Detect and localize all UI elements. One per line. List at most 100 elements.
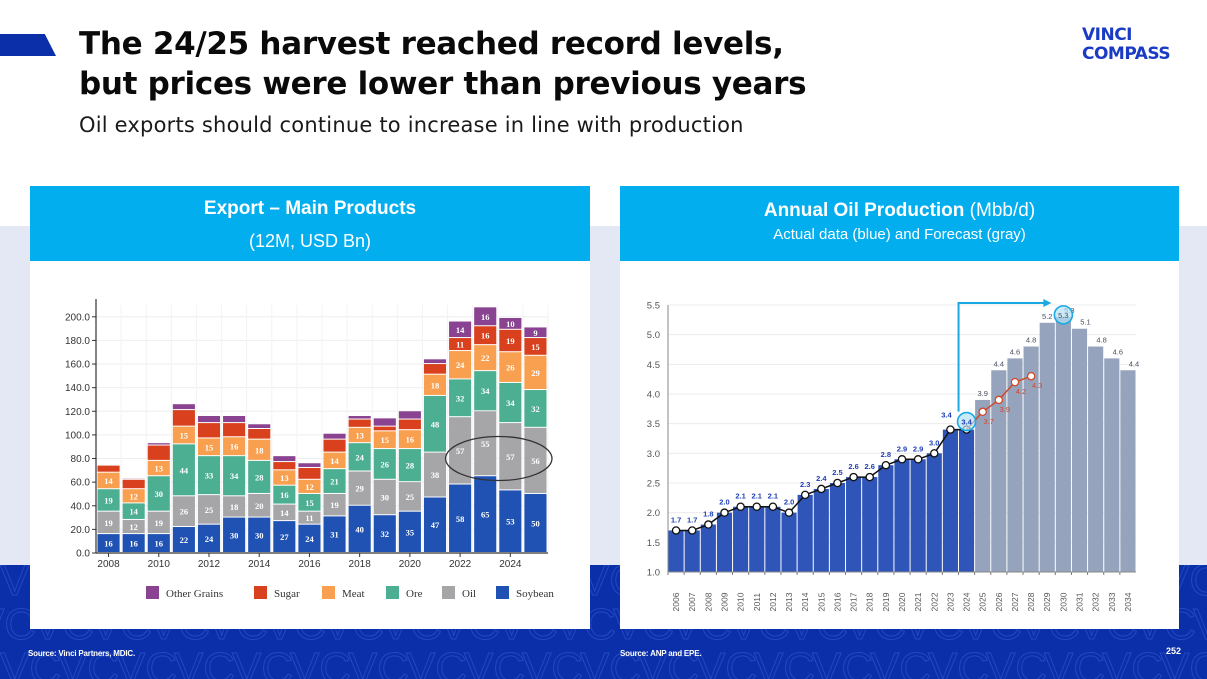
bar-value-label: 15 — [381, 435, 390, 445]
bar-value-label: 30 — [155, 489, 164, 499]
vinci-compass-logo: VINCI COMPASS — [1082, 26, 1171, 64]
actual-bar — [878, 465, 894, 572]
oil-production-panel: 1.0 1.5 2.0 2.5 3.0 3.5 4.0 4.5 5.0 5.5 2006 2007 20… — [620, 261, 1179, 629]
bar-value-label: 28 — [406, 461, 415, 471]
x-tick-label: 2020 — [399, 559, 422, 570]
forecast-bar — [1071, 328, 1088, 572]
actual-value-label: 2.6 — [848, 462, 858, 471]
forecast-value-label: 3.9 — [977, 389, 987, 398]
growth-arrow — [957, 302, 1046, 412]
pattern-glyph: VC — [754, 644, 815, 679]
actual-value-label: 2.0 — [719, 498, 729, 507]
actual-value-label: 2.1 — [735, 492, 745, 501]
y-tick-label: 20.0 — [71, 525, 91, 536]
legend-item: Soybean — [496, 586, 554, 600]
actual-value-label: 2.4 — [816, 474, 827, 483]
y-tick-label: 2.5 — [647, 479, 660, 490]
x-tick-label: 2014 — [248, 559, 271, 570]
bar-value-label: 16 — [230, 442, 239, 452]
bar-value-label: 35 — [406, 527, 415, 537]
bar-segment-oil — [449, 417, 472, 484]
x-tick-label: 2016 — [832, 592, 842, 611]
bar-value-label: 56 — [531, 456, 540, 466]
bar-value-label: 19 — [506, 336, 515, 346]
actual-point — [817, 484, 826, 494]
oil-production-header: Annual Oil Production (Mbb/d) Actual dat… — [620, 186, 1179, 261]
bar-segment-other-grains — [147, 443, 170, 445]
bar-segment-sugar — [147, 445, 170, 460]
x-tick-label: 2008 — [97, 559, 120, 570]
x-tick-label: 2021 — [913, 592, 923, 611]
bar-segment-oil — [423, 452, 447, 497]
y-tick-label: 40.0 — [71, 501, 91, 512]
export-chart-title: Export – Main Products — [203, 198, 417, 219]
actual-bar — [926, 453, 942, 572]
bar-segment-oil — [499, 423, 522, 490]
pattern-glyph: VC — [870, 644, 931, 679]
x-tick-label: 2019 — [881, 592, 891, 611]
bar-value-label: 15 — [531, 342, 540, 352]
previous-forecast-point — [978, 407, 987, 417]
actual-bar — [749, 506, 765, 572]
actual-point — [752, 502, 762, 511]
y-tick-label: 200.0 — [65, 312, 90, 323]
bar-segment-ore — [499, 382, 522, 423]
bar-segment-sugar — [122, 479, 145, 489]
bar-segment-ore — [273, 485, 296, 504]
bar-segment-soybean — [122, 534, 145, 552]
bar-value-label: 29 — [355, 484, 364, 494]
actual-bar — [894, 459, 910, 572]
bar-segment-meat — [373, 431, 396, 449]
legend-swatch — [496, 586, 509, 599]
x-tick-label: 2012 — [768, 592, 778, 611]
bar-segment-ore — [449, 379, 472, 417]
bar-value-label: 28 — [255, 472, 264, 482]
x-tick-label: 2029 — [1042, 592, 1052, 611]
bar-value-label: 18 — [255, 445, 264, 455]
bar-value-label: 34 — [506, 398, 515, 408]
actual-value-label: 2.8 — [881, 450, 891, 459]
actual-point — [865, 472, 874, 482]
bar-segment-meat — [197, 438, 221, 456]
export-chart-header: Export – Main Products (12M, USD Bn) — [30, 186, 590, 261]
actual-bar — [781, 512, 797, 572]
bar-value-label: 15 — [205, 442, 214, 452]
forecast-bar — [1104, 358, 1120, 572]
bar-value-label: 21 — [330, 477, 339, 487]
actual-point — [704, 520, 713, 529]
y-tick-label: 3.5 — [647, 419, 660, 430]
x-tick-label: 2026 — [994, 592, 1004, 611]
x-tick-label: 2028 — [1026, 592, 1036, 611]
bar-value-label: 13 — [355, 430, 364, 440]
x-tick-label: 2014 — [800, 592, 810, 611]
bar-segment-ore — [223, 456, 246, 496]
bar-value-label: 16 — [481, 331, 490, 341]
source-right: Source: ANP and EPE. — [620, 649, 702, 658]
pattern-glyph: VC — [0, 644, 61, 679]
highlight-label-2030: 5.3 — [1058, 311, 1068, 320]
pattern-glyph: VC — [580, 644, 641, 679]
x-tick-label: 2010 — [148, 559, 171, 570]
x-tick-label: 2024 — [499, 559, 522, 570]
forecast-bar — [1039, 322, 1055, 572]
bar-segment-sugar — [348, 419, 371, 427]
actual-point — [720, 508, 729, 517]
bar-segment-oil — [398, 482, 421, 511]
bar-segment-soybean — [273, 521, 296, 552]
y-tick-label: 4.0 — [647, 390, 660, 401]
slide-title: The 24/25 harvest reached record levels,… — [79, 24, 807, 104]
actual-point — [849, 472, 858, 482]
legend-swatch — [386, 586, 399, 599]
bar-value-label: 10 — [506, 319, 515, 329]
bar-segment-other-grains — [449, 321, 472, 338]
actual-bar — [829, 483, 846, 572]
bar-value-label: 24 — [305, 534, 314, 544]
bar-segment-oil — [474, 411, 497, 476]
bar-segment-soybean — [398, 511, 421, 552]
x-tick-label: 2016 — [298, 559, 321, 570]
bar-value-label: 38 — [431, 470, 440, 480]
bar-segment-sugar — [423, 364, 447, 374]
bar-segment-ore — [348, 443, 371, 471]
bar-segment-sugar — [398, 419, 421, 430]
actual-bar — [846, 477, 862, 572]
